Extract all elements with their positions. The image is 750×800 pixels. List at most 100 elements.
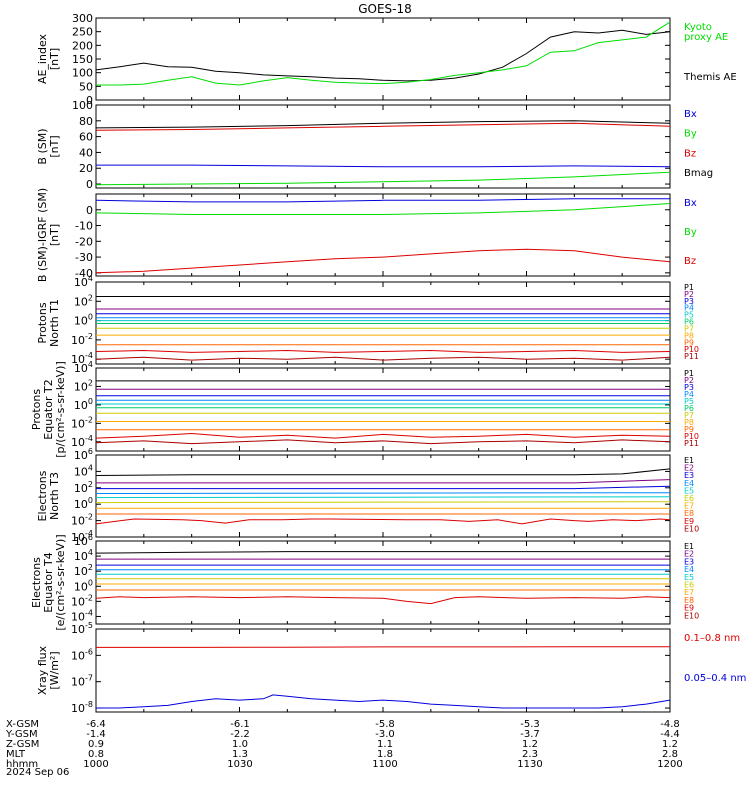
legend-entry: E6 [684,581,694,590]
y-tick-label: 50 [79,80,93,93]
legend-entry: P5 [684,397,694,406]
legend-entry: E5 [684,486,694,495]
legend-entry: P11 [684,352,699,361]
legend-entry: P8 [684,418,694,427]
legend-entry: P1 [684,283,694,292]
legend-entry: E1 [684,542,694,551]
ephemeris-value: -3.0 [375,729,395,740]
legend-entry: Themis AE [683,72,737,83]
legend-entry: P6 [684,318,694,327]
ephemeris-value: 1.8 [377,749,393,760]
ephemeris-value: -3.7 [520,729,540,740]
legend-entry: P3 [684,297,694,306]
ephemeris-value: 1.2 [662,739,678,750]
y-tick-label: 40 [79,146,93,159]
legend-entry: E9 [684,517,694,526]
series-e9-line [95,596,671,605]
series-e6-line [95,501,671,504]
y-tick-label: 0 [86,94,93,107]
legend-entry: E4 [684,565,694,574]
legend-entry: E1 [684,456,694,465]
y-tick-label: 102 [74,480,93,495]
ephemeris-value: -6.1 [230,719,250,730]
y-axis-label: Protons [36,302,49,343]
series-e9-line [95,518,671,525]
y-axis-label: Equator T4 [42,552,55,612]
legend-entry: E2 [684,550,694,559]
ephemeris-value: 2.3 [522,749,538,760]
y-axis-label: Electrons [30,557,43,608]
y-tick-label: 102 [74,378,93,393]
y-tick-label: 200 [72,39,93,52]
legend-entry: P11 [684,439,699,448]
legend-entry: E4 [684,479,694,488]
ephemeris-value: 1200 [657,759,682,770]
legend-entry: P2 [684,290,694,299]
panel-frame [95,454,671,538]
legend-entry: E2 [684,464,694,473]
ephemeris-row-label: Z-GSM [6,739,39,750]
legend-entry: P7 [684,324,694,333]
ephemeris-value: 2.8 [662,749,678,760]
panel-frame [95,104,671,189]
y-tick-label: 104 [74,548,93,563]
y-axis-label: North T1 [48,299,61,347]
y-tick-label: 60 [79,131,93,144]
legend-entry: E8 [684,596,694,605]
legend-entry: P9 [684,425,694,434]
y-tick-label: 104 [74,463,93,478]
legend-entry: By [684,129,697,140]
y-tick-label: -40 [75,267,93,280]
y-tick-label: 100 [74,397,93,412]
legend-entry: E3 [684,557,694,566]
y-tick-label: 0 [86,204,93,217]
series-0-05-0-4-nm-line [96,694,671,709]
y-tick-label: 10-7 [71,674,93,689]
y-tick-label: 10-5 [71,621,93,636]
ephemeris-value: -5.3 [520,719,540,730]
chart-title: GOES-18 [358,2,412,16]
ephemeris-value: 1130 [517,759,542,770]
legend-entry: P4 [684,390,694,399]
y-axis-label: B (SM)-IGRF (SM) [36,188,49,282]
panel-3: -40 -30 -20 -10 0 B (SM)-IGRF (SM) [nT] Bx By Bz [36,188,697,282]
series-e3-line [96,485,671,490]
y-tick-label: 0 [86,178,93,191]
legend-entry: E3 [684,471,694,480]
series-p11-line [95,356,671,361]
series-e1-line [95,468,671,476]
ephemeris-value: -6.4 [86,719,106,730]
y-tick-label: 104 [74,360,93,375]
series-bz-line [95,248,671,274]
y-tick-label: 100 [74,578,93,593]
y-tick-label: -10 [75,220,93,233]
series-by-line [95,171,671,186]
y-axis-label: [nT] [48,135,61,157]
y-tick-label: 102 [74,563,93,578]
y-tick-label: 100 [72,99,93,112]
y-tick-label: 104 [74,274,93,289]
legend-entry: Bx [684,198,697,209]
y-tick-label: 150 [72,53,93,66]
series-0-1-0-8-nm-line [96,646,670,648]
series-bx-line [96,164,671,168]
legend-entry: P10 [684,432,699,441]
ephemeris-value: 0.9 [88,739,104,750]
ephemeris-value: 1.0 [232,739,248,750]
y-tick-label: 10-2 [71,513,93,528]
panel-frame [95,540,671,625]
legend-entry: E7 [684,502,694,511]
ephemeris-value: 1.3 [232,749,248,760]
ephemeris-value: -4.4 [660,729,680,740]
y-axis-label: Electrons [36,470,49,521]
ephemeris-row-label: MLT [6,749,26,760]
ephemeris-row-label: X-GSM [6,719,39,730]
ephemeris-value: 1030 [227,759,252,770]
y-tick-label: 300 [72,12,93,25]
y-tick-label: 10-2 [71,332,93,347]
